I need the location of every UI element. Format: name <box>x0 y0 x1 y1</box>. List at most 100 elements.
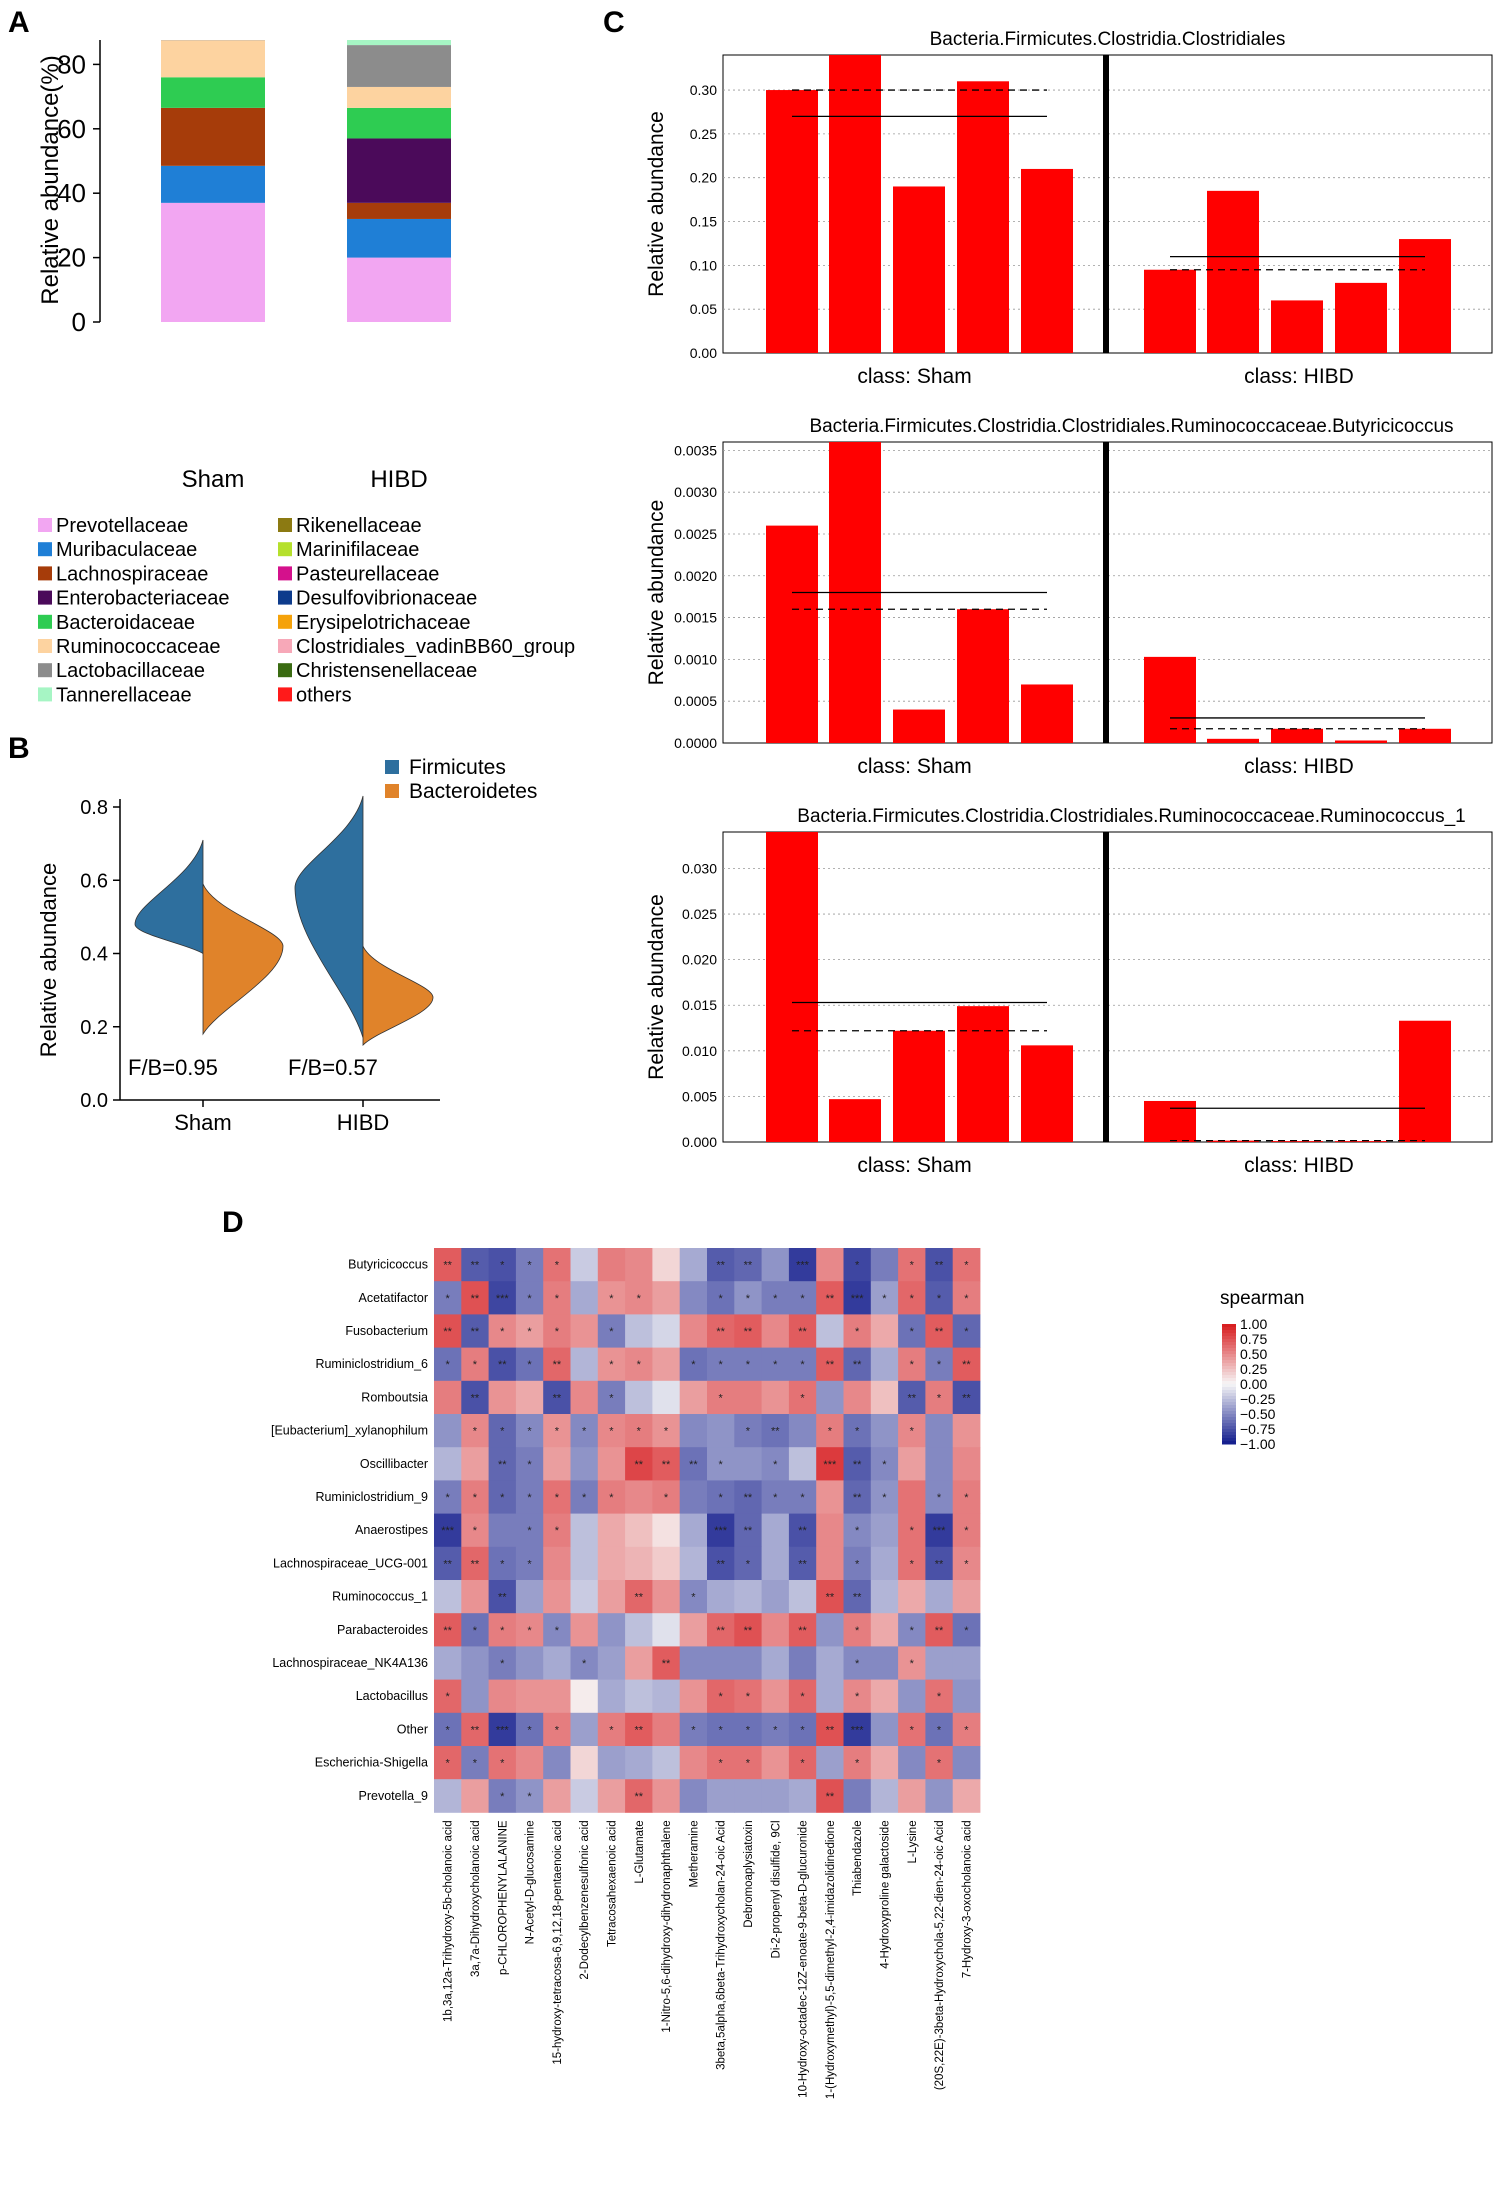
legend-label: others <box>296 684 352 706</box>
legend-gradient-step <box>1222 1333 1236 1337</box>
heatmap-cell <box>870 1746 899 1780</box>
heatmap-cell <box>488 1314 517 1348</box>
y-tick-label: 0.015 <box>682 997 717 1013</box>
heatmap-cell <box>843 1480 872 1514</box>
significance-mark: * <box>855 1426 860 1438</box>
significance-mark: * <box>527 1260 532 1272</box>
legend-gradient-step <box>1222 1417 1236 1421</box>
significance-mark: * <box>910 1525 915 1537</box>
heatmap-cell <box>597 1380 626 1415</box>
heatmap-cell <box>488 1746 517 1780</box>
heatmap-cell <box>816 1314 844 1348</box>
legend-title: spearman <box>1220 1288 1305 1309</box>
significance-mark: *** <box>851 1293 865 1305</box>
heatmap-cell <box>434 1314 462 1348</box>
column-label: L-Lysine <box>907 1820 919 1863</box>
legend-gradient-step <box>1222 1339 1236 1343</box>
heatmap-cell <box>515 1480 544 1514</box>
heatmap-cell <box>679 1546 708 1581</box>
significance-mark: ** <box>744 1525 753 1537</box>
significance-mark: * <box>527 1791 532 1803</box>
significance-mark: * <box>800 1392 805 1404</box>
heatmap-cell <box>734 1314 762 1348</box>
legend-gradient-step <box>1222 1441 1236 1445</box>
row-label: Oscillibacter <box>360 1457 428 1471</box>
significance-mark: * <box>527 1558 532 1570</box>
abundance-bar <box>1207 738 1259 743</box>
heatmap-cell <box>543 1746 571 1780</box>
heatmap-cell <box>597 1281 626 1315</box>
legend-gradient-step <box>1222 1381 1236 1385</box>
significance-mark: * <box>746 1558 751 1570</box>
significance-mark: * <box>800 1724 805 1736</box>
row-label: Escherichia-Shigella <box>315 1756 428 1770</box>
heatmap-cell <box>543 1414 571 1448</box>
heatmap-cell <box>679 1646 708 1680</box>
legend-gradient-step <box>1222 1387 1236 1391</box>
heatmap-cell <box>679 1380 708 1415</box>
significance-mark: ** <box>798 1625 807 1637</box>
significance-mark: * <box>937 1758 942 1770</box>
heatmap-cell <box>788 1447 817 1481</box>
significance-mark: ** <box>853 1459 862 1471</box>
abundance-bar <box>957 81 1009 353</box>
heatmap-cell <box>597 1580 626 1614</box>
heatmap-cell <box>434 1347 462 1382</box>
heatmap-cell <box>952 1314 981 1348</box>
row-label: Romboutsia <box>361 1390 428 1404</box>
significance-mark: * <box>773 1359 778 1371</box>
significance-mark: * <box>582 1426 587 1438</box>
legend-gradient-step <box>1222 1405 1236 1409</box>
heatmap-cell <box>543 1580 571 1614</box>
significance-mark: * <box>964 1293 969 1305</box>
heatmap-cell <box>761 1480 790 1514</box>
significance-mark: *** <box>823 1459 837 1471</box>
heatmap-cell <box>461 1613 489 1647</box>
significance-mark: ** <box>471 1293 480 1305</box>
legend-gradient-step <box>1222 1372 1236 1376</box>
heatmap-cell <box>925 1646 954 1680</box>
y-axis-title: Relative abundance <box>36 863 61 1057</box>
heatmap-cell <box>652 1779 681 1813</box>
heatmap-cell <box>843 1613 872 1647</box>
legend-label: Bacteroidetes <box>409 780 537 803</box>
legend-label: Pasteurellaceae <box>296 563 439 585</box>
heatmap-cell <box>707 1613 735 1647</box>
heatmap-cell <box>515 1281 544 1315</box>
significance-mark: ** <box>634 1459 643 1471</box>
column-label: 1-(Hydroxymethyl)-5,5-dimethyl-2,4-imida… <box>825 1820 837 2099</box>
heatmap-cell <box>843 1546 872 1581</box>
heatmap-cell <box>734 1513 762 1548</box>
significance-mark: * <box>746 1758 751 1770</box>
significance-mark: * <box>555 1625 560 1637</box>
heatmap-cell <box>843 1712 872 1747</box>
significance-mark: * <box>555 1326 560 1338</box>
heatmap-cell <box>870 1380 899 1415</box>
heatmap-cell <box>625 1779 653 1813</box>
significance-mark: * <box>527 1459 532 1471</box>
heatmap-cell <box>679 1281 708 1315</box>
heatmap-cell <box>597 1679 626 1714</box>
heatmap-cell <box>679 1746 708 1780</box>
significance-mark: ** <box>935 1326 944 1338</box>
significance-mark: ** <box>498 1359 507 1371</box>
legend-label: Ruminococcaceae <box>56 636 221 658</box>
legend-gradient-step <box>1222 1402 1236 1406</box>
legend-label: Rikenellaceae <box>296 515 422 537</box>
significance-mark: ** <box>716 1260 725 1272</box>
heatmap-cell <box>488 1281 517 1315</box>
heatmap-cell <box>952 1414 981 1448</box>
significance-mark: *** <box>796 1260 810 1272</box>
heatmap-cell <box>843 1746 872 1780</box>
legend-gradient-step <box>1222 1390 1236 1394</box>
heatmap-cell <box>952 1746 981 1780</box>
abundance-bar <box>1144 1100 1196 1142</box>
significance-mark: * <box>609 1392 614 1404</box>
heatmap-cell <box>707 1779 735 1813</box>
heatmap-cell <box>515 1414 544 1448</box>
heatmap-cell <box>898 1414 926 1448</box>
violin-half <box>362 946 434 1047</box>
y-tick-label: 0.4 <box>80 944 108 966</box>
column-label: Debromoaplysiatoxin <box>743 1820 755 1927</box>
chart-c-bar-panels: Bacteria.Firmicutes.Clostridia.Clostridi… <box>645 29 1493 1177</box>
